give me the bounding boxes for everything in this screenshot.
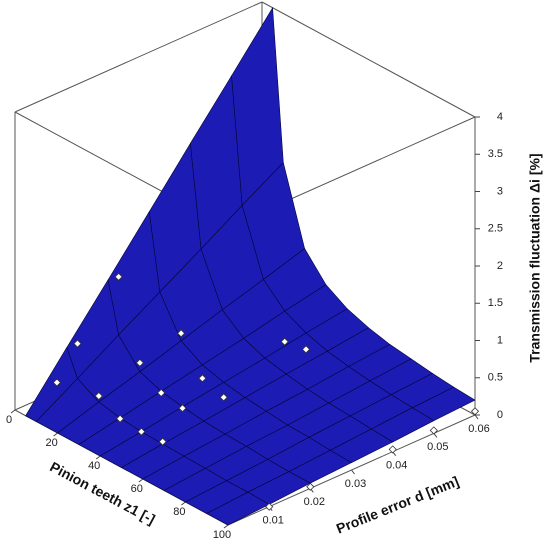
data-point (137, 427, 146, 436)
x-tick-label: 80 (173, 506, 185, 518)
data-point (94, 391, 103, 401)
y-tick-label: 0.05 (427, 441, 448, 453)
z-tick-label: 3.5 (488, 148, 503, 160)
x-tick (181, 501, 186, 506)
y-tick (474, 414, 479, 420)
x-tick-label: 100 (213, 529, 231, 541)
z-tick-label: 0.5 (488, 372, 503, 384)
data-point (52, 378, 61, 387)
data-point (73, 339, 82, 348)
x-tick-label: 40 (88, 460, 100, 472)
box-edge (261, 1, 476, 118)
data-point (158, 437, 167, 446)
data-point (178, 404, 187, 413)
y-tick-label: 0.04 (386, 460, 407, 472)
data-point (135, 358, 144, 367)
y-tick (433, 433, 438, 438)
z-tick-label: 2 (497, 260, 503, 272)
data-point (306, 482, 315, 491)
data-point (114, 272, 123, 281)
x-tick (223, 524, 229, 529)
y-tick-label: 0.01 (262, 515, 283, 527)
x-tick (53, 432, 58, 437)
data-point (470, 407, 480, 416)
z-tick-label: 3 (497, 185, 503, 197)
data-point (157, 388, 166, 397)
data-point (177, 329, 186, 338)
z-tick-label: 4 (497, 111, 503, 123)
x-tick-label: 0 (6, 414, 12, 426)
x-tick (138, 478, 144, 483)
x-tick-label: 20 (45, 437, 57, 449)
y-tick (351, 469, 355, 475)
box-edge (14, 1, 263, 113)
z-tick-label: 1 (497, 334, 503, 346)
x-tick-label: 60 (131, 483, 143, 495)
data-point (429, 426, 438, 435)
x-tick (10, 409, 16, 414)
y-tick-label: 0.03 (345, 478, 366, 490)
data-point (301, 345, 311, 354)
data-point (198, 374, 207, 383)
data-point (388, 445, 397, 454)
data-point (116, 414, 125, 423)
data-point (265, 502, 274, 511)
z-axis-title: Transmission fluctuation Δi [%] (527, 153, 543, 362)
z-tick-label: 0 (497, 409, 503, 421)
y-tick-label: 0.02 (304, 496, 325, 508)
data-point (280, 337, 289, 346)
data-point (219, 393, 228, 402)
y-tick-label: 0.06 (468, 423, 489, 435)
x-tick (95, 455, 101, 460)
z-tick-label: 2.5 (488, 223, 503, 235)
z-tick-label: 1.5 (488, 297, 503, 309)
